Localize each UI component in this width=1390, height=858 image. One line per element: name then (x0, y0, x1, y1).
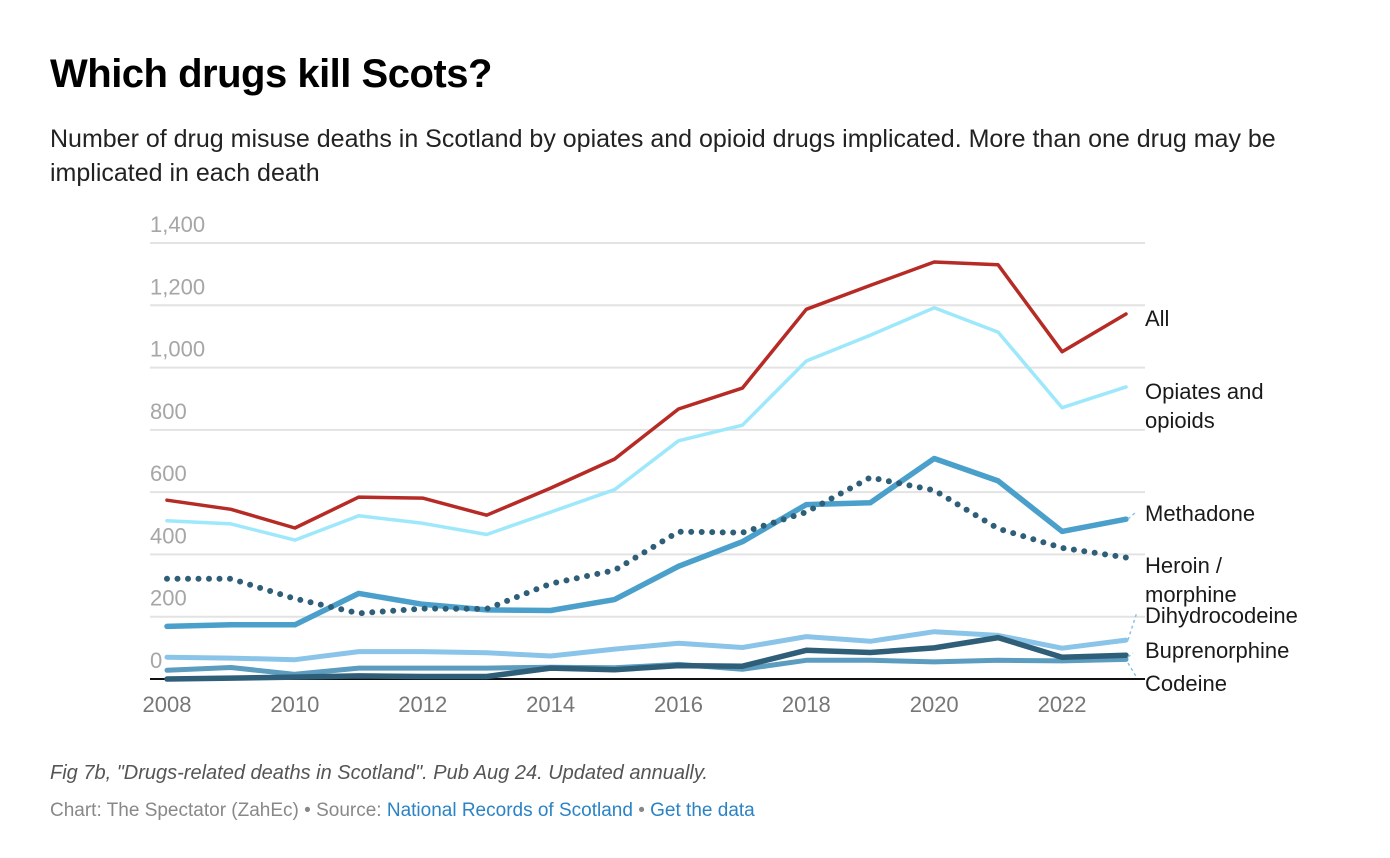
y-axis: 0 200 400 600 800 1,000 1,200 1,400 (150, 212, 205, 673)
label-leader-line (1127, 652, 1134, 658)
series-label: Buprenorphine (1145, 638, 1289, 663)
y-tick-label: 1,400 (150, 212, 205, 237)
source-link[interactable]: National Records of Scotland (386, 800, 633, 821)
chart-subtitle: Number of drug misuse deaths in Scotland… (50, 125, 1276, 187)
series-label: morphine (1145, 582, 1237, 607)
series-label: Methadone (1145, 501, 1255, 526)
x-tick-label: 2020 (910, 692, 959, 717)
x-tick-label: 2018 (782, 692, 831, 717)
credit-separator: • (632, 800, 651, 821)
y-tick-label: 200 (150, 586, 187, 611)
x-tick-label: 2012 (398, 692, 447, 717)
y-tick-label: 1,200 (150, 274, 205, 299)
series-line-all (165, 260, 1128, 530)
series-label: opioids (1145, 408, 1215, 433)
y-tick-label: 400 (150, 523, 187, 548)
series-label: Opiates and (1145, 379, 1264, 404)
series-label: Dihydrocodeine (1145, 603, 1298, 628)
series-line-opiates-and-opioids (165, 306, 1128, 542)
chart-title: Which drugs kill Scots? (50, 52, 492, 96)
chart-credit: Chart: The Spectator (ZahEc) • Source: N… (50, 800, 755, 822)
series-line-methadone (164, 455, 1129, 630)
gridlines (150, 242, 1145, 618)
label-leader-line (1127, 662, 1138, 679)
x-tick-label: 2010 (270, 692, 319, 717)
series-labels: All Opiates and opioids Methadone Heroin / mo… (1127, 306, 1298, 696)
series-line-buprenorphine (164, 634, 1129, 682)
figure-note: Fig 7b, "Drugs-related deaths in Scotlan… (50, 762, 708, 784)
series-label: Codeine (1145, 671, 1227, 696)
x-tick-label: 2016 (654, 692, 703, 717)
series-line-dihydrocodeine (164, 629, 1129, 663)
x-tick-label: 2008 (143, 692, 192, 717)
x-axis: 2008 2010 2012 2014 2016 2018 2020 2022 (143, 678, 1145, 717)
y-tick-label: 600 (150, 461, 187, 486)
y-tick-label: 1,000 (150, 337, 205, 362)
label-leader-line (1127, 611, 1138, 641)
get-the-data-link[interactable]: Get the data (650, 800, 755, 821)
series-label: Heroin / (1145, 553, 1223, 578)
credit-text: Chart: The Spectator (ZahEc) • Source: (50, 800, 387, 821)
series-label: All (1145, 306, 1169, 331)
x-tick-label: 2022 (1038, 692, 1087, 717)
x-tick-label: 2014 (526, 692, 575, 717)
series-line-heroin-morphine (164, 474, 1129, 617)
y-tick-label: 0 (150, 648, 162, 673)
series-lines (164, 260, 1129, 682)
y-tick-label: 800 (150, 399, 187, 424)
label-leader-line (1127, 511, 1137, 520)
